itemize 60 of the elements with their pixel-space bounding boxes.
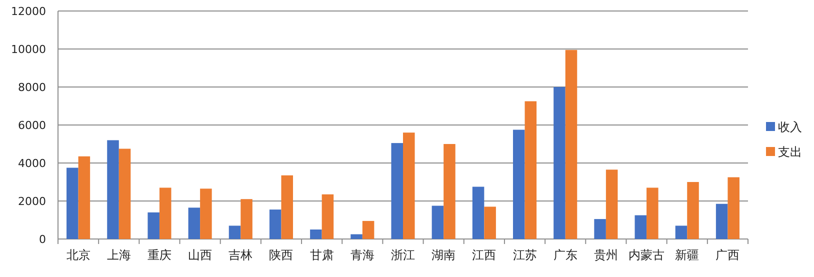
bar xyxy=(524,101,537,239)
y-tick-label: 0 xyxy=(39,233,46,246)
bar xyxy=(444,144,456,239)
y-tick-label: 8000 xyxy=(18,81,46,94)
x-tick-label: 广东 xyxy=(553,248,578,262)
legend-label: 支出 xyxy=(778,145,802,159)
bar xyxy=(322,194,334,239)
legend-label: 收入 xyxy=(778,120,802,134)
bar xyxy=(606,170,618,239)
x-tick-label: 青海 xyxy=(350,248,374,262)
bar xyxy=(350,234,362,239)
bar xyxy=(228,226,241,239)
bar xyxy=(594,219,606,239)
x-tick-label: 广西 xyxy=(716,248,740,262)
y-tick-label: 6000 xyxy=(18,119,46,132)
y-tick-label: 12000 xyxy=(11,5,46,18)
x-tick-label: 浙江 xyxy=(391,248,415,262)
bar xyxy=(148,212,160,239)
bar xyxy=(66,168,78,239)
x-tick-label: 新疆 xyxy=(675,248,700,262)
bar xyxy=(687,182,699,239)
x-tick-label: 吉林 xyxy=(228,248,253,262)
bar xyxy=(512,130,525,239)
bar xyxy=(565,50,578,239)
x-tick-label: 山西 xyxy=(188,248,212,262)
x-tick-label: 江西 xyxy=(472,248,496,262)
x-tick-label: 上海 xyxy=(106,248,131,262)
bar xyxy=(159,188,172,239)
bar xyxy=(240,199,252,239)
x-tick-label: 江苏 xyxy=(512,248,537,262)
bar xyxy=(78,156,90,239)
y-tick-label: 4000 xyxy=(18,157,46,170)
x-tick-label: 陕西 xyxy=(269,248,294,262)
bar xyxy=(432,206,444,239)
bar xyxy=(403,132,415,239)
bar xyxy=(269,210,282,239)
bar xyxy=(188,208,200,239)
x-tick-label: 内蒙古 xyxy=(628,248,665,262)
y-tick-label: 2000 xyxy=(18,195,46,208)
bar xyxy=(634,215,647,239)
x-tick-label: 贵州 xyxy=(594,248,618,262)
bar xyxy=(200,188,212,239)
x-tick-label: 甘肃 xyxy=(310,248,334,262)
bar xyxy=(554,87,566,239)
bar xyxy=(362,220,374,239)
bar xyxy=(118,148,131,239)
bar xyxy=(728,177,740,239)
bar xyxy=(646,188,658,239)
bar xyxy=(281,175,294,239)
bar xyxy=(391,143,403,239)
bar xyxy=(107,140,119,239)
bar xyxy=(472,186,484,239)
bar xyxy=(484,206,496,239)
x-tick-label: 重庆 xyxy=(147,248,172,262)
bar xyxy=(310,230,322,239)
y-tick-label: 10000 xyxy=(11,43,46,56)
x-tick-label: 北京 xyxy=(66,248,90,262)
bar xyxy=(675,226,688,239)
bar xyxy=(716,204,728,239)
x-tick-label: 湖南 xyxy=(432,248,456,262)
